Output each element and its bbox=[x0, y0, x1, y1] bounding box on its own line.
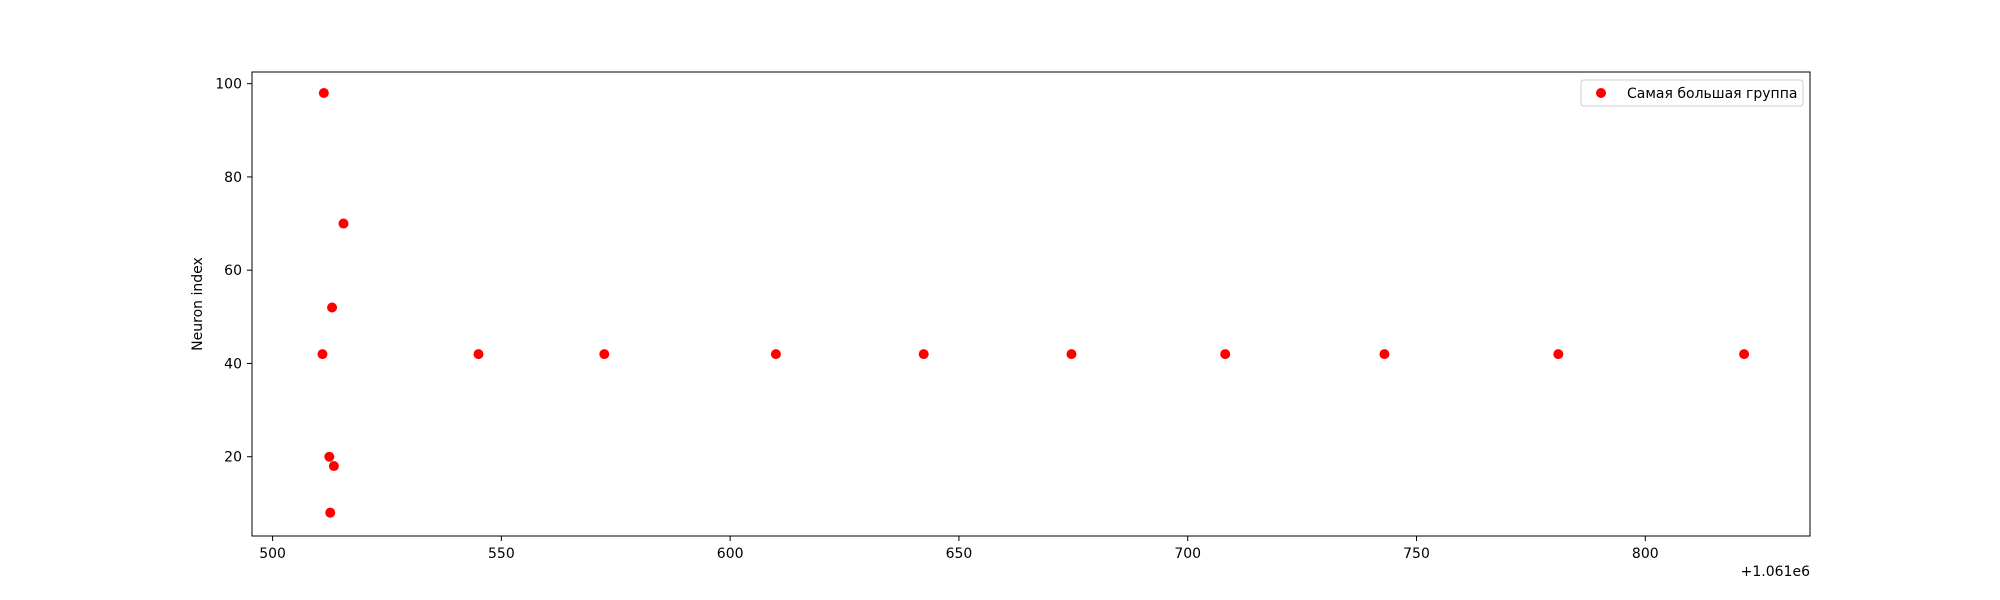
points-layer bbox=[317, 87, 1750, 518]
y-tick-label: 20 bbox=[224, 450, 242, 466]
x-tick-label: 500 bbox=[259, 546, 286, 562]
data-point bbox=[770, 349, 781, 360]
x-tick-label: 550 bbox=[488, 546, 515, 562]
y-axis-ticks: 20 40 60 80 100 bbox=[215, 77, 252, 466]
x-tick-label: 750 bbox=[1403, 546, 1430, 562]
data-point bbox=[1739, 349, 1750, 360]
axes-frame bbox=[251, 71, 1811, 537]
data-point bbox=[473, 349, 484, 360]
legend-label: Самая большая группа bbox=[1627, 86, 1797, 102]
x-tick-label: 650 bbox=[946, 546, 973, 562]
data-point bbox=[328, 461, 339, 472]
data-point bbox=[318, 87, 329, 98]
data-point bbox=[1379, 349, 1390, 360]
data-point bbox=[327, 302, 338, 313]
legend-box bbox=[1580, 79, 1804, 107]
x-axis-offset-label: +1.061e6 bbox=[1741, 564, 1810, 580]
data-point bbox=[338, 218, 349, 229]
data-point bbox=[599, 349, 610, 360]
y-tick-label: 80 bbox=[224, 170, 242, 186]
y-tick-label: 40 bbox=[224, 356, 242, 372]
x-tick-label: 700 bbox=[1174, 546, 1201, 562]
data-point bbox=[1220, 349, 1231, 360]
y-tick-label: 60 bbox=[224, 263, 242, 279]
data-point bbox=[325, 507, 336, 518]
data-point bbox=[324, 451, 335, 462]
x-axis-ticks: 500 550 600 650 700 750 800 bbox=[259, 536, 1659, 562]
data-point bbox=[1553, 349, 1564, 360]
x-tick-label: 600 bbox=[717, 546, 744, 562]
data-point bbox=[918, 349, 929, 360]
y-tick-label: 100 bbox=[215, 77, 242, 93]
x-tick-label: 800 bbox=[1632, 546, 1659, 562]
legend: Самая большая группа bbox=[1580, 79, 1804, 107]
legend-marker bbox=[1596, 88, 1606, 98]
data-point bbox=[1066, 349, 1077, 360]
data-point bbox=[317, 349, 328, 360]
y-axis-label: Neuron index bbox=[190, 257, 206, 351]
